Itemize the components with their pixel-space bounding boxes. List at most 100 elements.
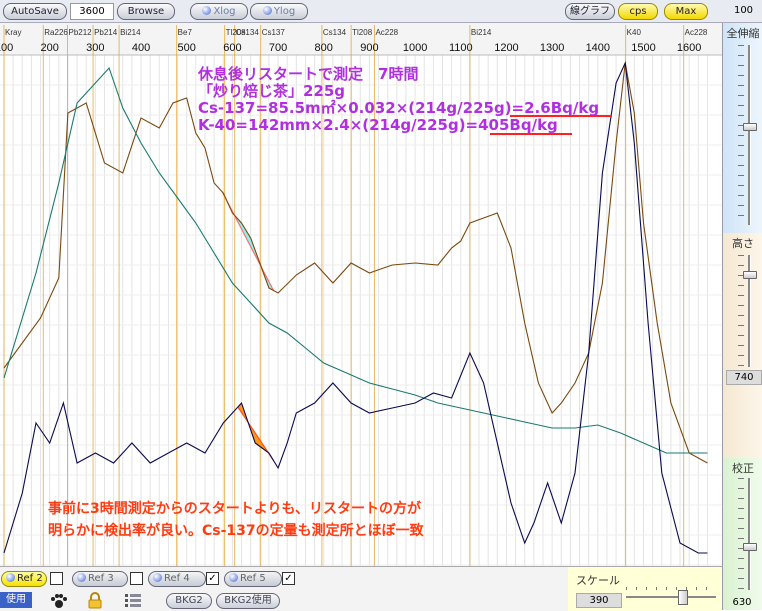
lock-icon[interactable]: [88, 592, 102, 609]
x-tick-label: 400: [132, 42, 150, 54]
calibration-panel: 校正: [722, 458, 762, 610]
ref5-checkbox[interactable]: ✓: [282, 572, 295, 585]
annotation-text: 休息後リスタートで測定 7時間「炒り焙じ茶」225gCs-137=85.5m㎡×…: [48, 65, 612, 539]
peak-label: Tl208: [352, 28, 373, 37]
note-line: 事前に3時間測定からのスタートよりも、リスタートの方が: [48, 500, 422, 517]
radio-icon: [202, 6, 212, 15]
x-tick-label: 500: [178, 42, 196, 54]
calibration-slider-thumb[interactable]: [743, 543, 757, 551]
xlog-label: Xlog: [213, 6, 236, 17]
peak-label: Bi214: [120, 28, 141, 37]
zoom-slider-thumb[interactable]: [743, 123, 757, 131]
ref2-checkbox[interactable]: [50, 572, 63, 585]
radio-icon: [77, 573, 86, 582]
ref5-label: Ref 5: [240, 573, 266, 584]
zoom-slider-track[interactable]: [748, 45, 751, 225]
max-button[interactable]: Max: [664, 3, 708, 20]
x-tick-labels: 100 200 300 400 500 600 700 800 900 1000 1100 1200 1…: [0, 42, 701, 54]
browse-button[interactable]: Browse: [117, 3, 175, 20]
ylog-label: Ylog: [273, 6, 296, 17]
x-tick-label: 1300: [540, 42, 564, 54]
peak-label: Ac228: [685, 28, 708, 37]
ref3-checkbox[interactable]: [130, 572, 143, 585]
list-icon[interactable]: [124, 593, 142, 608]
peak-label: Cs137: [262, 28, 286, 37]
ref2-label: Ref 2: [17, 573, 43, 584]
height-slider-track[interactable]: [748, 255, 751, 367]
height-label: 高さ: [732, 237, 754, 250]
x-tick-label: 1600: [677, 42, 701, 54]
x-tick-label: 600: [223, 42, 241, 54]
scale-slider-track[interactable]: [626, 596, 716, 598]
bkg2-use-button[interactable]: BKG2使用: [216, 593, 280, 609]
count-input[interactable]: 3600: [70, 3, 114, 20]
x-tick-label: 1500: [631, 42, 655, 54]
scale-ticks: [626, 587, 716, 590]
x-tick-label: 1200: [494, 42, 518, 54]
note-line: 明らかに検出率が良い。Cs-137の定量も測定所とほぼ一致: [48, 522, 425, 539]
right-panel: 全伸縮 高さ 740 校正: [722, 23, 762, 610]
calibration-label: 校正: [732, 462, 754, 475]
xlog-toggle[interactable]: Xlog: [190, 3, 248, 20]
zoom-panel: 全伸縮: [722, 23, 762, 233]
ref4-checkbox[interactable]: ✓: [206, 572, 219, 585]
x-tick-label: 200: [40, 42, 58, 54]
use-button[interactable]: 使用: [0, 592, 32, 608]
scale-label: スケール: [576, 574, 620, 587]
cps-button[interactable]: cps: [618, 3, 658, 20]
spectrum-chart: 100 200 300 400 500 600 700 800 900 1000 1100 1200 1…: [0, 23, 722, 566]
x-tick-label: 700: [269, 42, 287, 54]
bkg2-button[interactable]: BKG2: [166, 593, 212, 609]
peak-lines: [3, 25, 685, 566]
scale-slider-thumb[interactable]: [678, 590, 688, 605]
grid-lines: [0, 23, 722, 566]
radio-icon: [262, 6, 272, 15]
toolbar: AutoSave 3600 Browse Xlog Ylog 線グラフ cps …: [0, 0, 762, 23]
peak-label: Be7: [178, 28, 193, 37]
peak-label: K40: [627, 28, 642, 37]
peak-label: Cs134: [236, 28, 260, 37]
x-tick-label: 1000: [403, 42, 427, 54]
line-graph-button[interactable]: 線グラフ: [565, 3, 615, 20]
ref5-button[interactable]: Ref 5: [224, 571, 282, 587]
series-lines: [3, 60, 708, 554]
height-slider-thumb[interactable]: [743, 271, 757, 279]
height-value: 740: [726, 370, 762, 385]
peak-label: Kray: [5, 28, 21, 37]
annotation-line: 「炒り焙じ茶」225g: [198, 82, 345, 100]
paw-icon[interactable]: [50, 593, 68, 609]
scale-panel: スケール 390: [568, 567, 722, 611]
ref4-button[interactable]: Ref 4: [148, 571, 206, 587]
x-tick-label: 800: [315, 42, 333, 54]
ref4-label: Ref 4: [164, 573, 190, 584]
ref3-button[interactable]: Ref 3: [72, 571, 128, 587]
peak-label: Bi214: [471, 28, 492, 37]
spectrum-plot: 100 200 300 400 500 600 700 800 900 1000 1100 1200 1…: [0, 23, 722, 566]
bottom-bar: Ref 2 Ref 3 Ref 4 ✓ Ref 5 ✓ 使用 BKG2 BKG2…: [0, 566, 722, 611]
height-panel: 高さ 740: [722, 233, 762, 458]
x-tick-label: 900: [360, 42, 378, 54]
calibration-value: 630: [732, 597, 752, 608]
x-tick-label: 100: [0, 42, 13, 54]
calibration-ticks: [738, 478, 744, 590]
peak-label: Ra226: [44, 28, 68, 37]
radio-icon: [6, 573, 15, 582]
ylog-toggle[interactable]: Ylog: [250, 3, 308, 20]
zoom-all-label: 全伸縮: [726, 27, 760, 40]
peak-label: Ac228: [375, 28, 398, 37]
peak-label: Pb214: [94, 28, 118, 37]
top-value: 100: [733, 5, 754, 16]
series-navy: [3, 60, 708, 554]
peak-label: Pb212: [68, 28, 92, 37]
calibration-slider-track[interactable]: [748, 478, 751, 590]
peak-label: Cs134: [323, 28, 347, 37]
x-tick-label: 1100: [449, 42, 473, 54]
ref3-label: Ref 3: [88, 573, 114, 584]
ref2-button[interactable]: Ref 2: [1, 571, 47, 587]
height-ticks: [738, 255, 744, 367]
annotation-line: K-40=142mm×2.4×(214g/225g)=405Bq/kg: [198, 116, 558, 134]
radio-icon: [229, 573, 238, 582]
autosave-button[interactable]: AutoSave: [3, 3, 67, 20]
radio-icon: [153, 573, 162, 582]
x-tick-label: 300: [86, 42, 104, 54]
